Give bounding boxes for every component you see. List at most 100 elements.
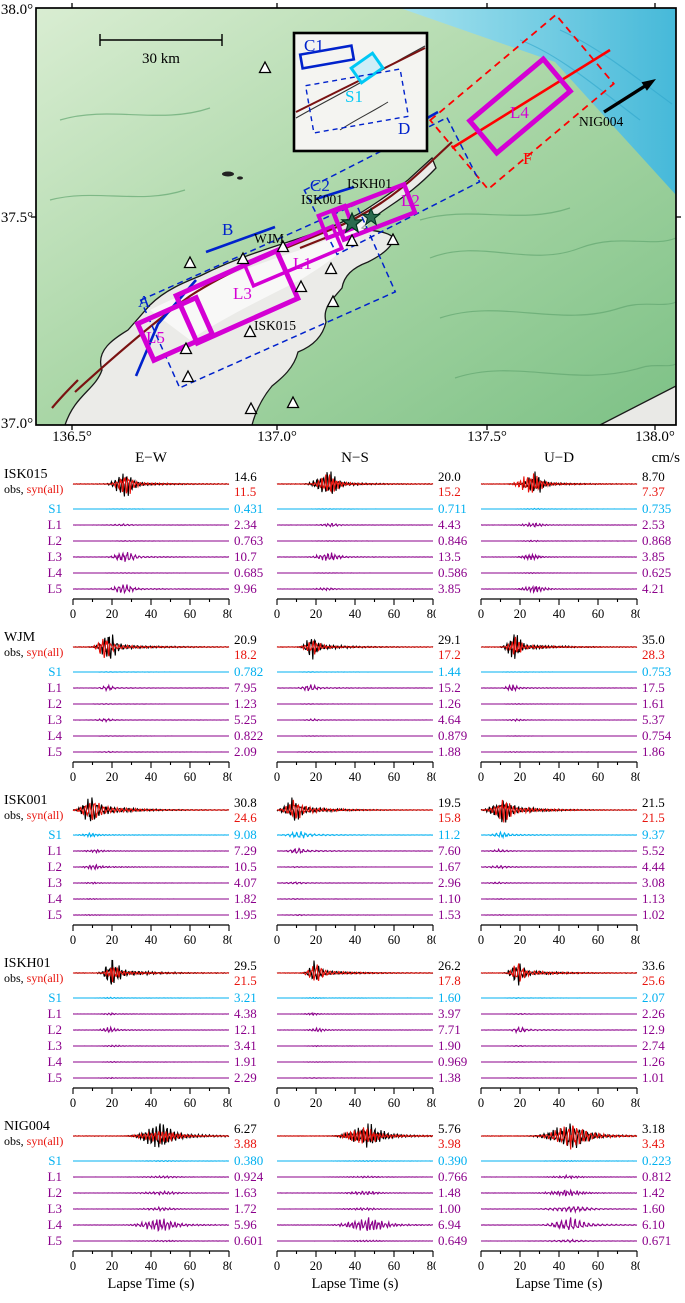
x-tick-label: 40	[553, 770, 566, 784]
row-label-l4: L4	[47, 565, 62, 580]
x-tick-label: 60	[592, 1096, 605, 1110]
map-station-ISK001: ISK001	[301, 192, 343, 207]
l1-amplitude: 15.2	[438, 680, 461, 695]
row-label-l2: L2	[47, 533, 62, 548]
s1-trace	[70, 664, 232, 680]
row-label-l3: L3	[47, 549, 62, 564]
l5-amplitude: 1.88	[438, 744, 461, 759]
l2-amplitude: 1.67	[438, 859, 461, 874]
l1-trace	[70, 1169, 232, 1185]
map-station-ISKH01: ISKH01	[347, 176, 392, 191]
l5-trace	[70, 907, 232, 923]
x-tick-label: 80	[631, 1259, 640, 1273]
syn-amplitude: 7.37	[642, 484, 665, 499]
obs-syn-trace	[478, 793, 640, 827]
x-tick-label: 40	[349, 933, 362, 947]
s1-trace	[478, 664, 640, 680]
station-block: WJM obs, syn(all) S1 L1 L2 L3 L4 L5 0 20 4…	[4, 630, 685, 784]
syn-amplitude: 24.6	[234, 810, 257, 825]
l5-amplitude: 2.09	[234, 744, 257, 759]
obs-amplitude: 33.6	[642, 958, 665, 973]
l1-trace	[70, 517, 232, 533]
l1-trace	[478, 1006, 640, 1022]
x-tick-label: 20	[310, 770, 323, 784]
scale-bar	[99, 34, 223, 46]
obs-syn-trace	[274, 1119, 436, 1153]
station-name: ISKH01	[4, 956, 51, 971]
l5-amplitude: 9.96	[234, 581, 257, 596]
l4-amplitude: 0.625	[642, 565, 672, 580]
l4-amplitude: 0.685	[234, 565, 264, 580]
l5-trace	[274, 1070, 436, 1086]
syn-amplitude: 3.88	[234, 1136, 257, 1151]
lon-tick-label: 137.5°	[467, 429, 507, 445]
obs-syn-trace	[70, 793, 232, 827]
row-label-l4: L4	[47, 891, 62, 906]
l5-amplitude: 1.86	[642, 744, 665, 759]
map-label-L4: L4	[510, 103, 529, 122]
time-axis: 0 20 40 60 80	[70, 1086, 232, 1110]
row-label-l5: L5	[47, 1070, 62, 1085]
row-label-l3: L3	[47, 875, 62, 890]
station-block: NIG004 obs, syn(all) S1 L1 L2 L3 L4 L5 0…	[4, 1119, 685, 1273]
time-axis: 0 20 40 60 80	[478, 923, 640, 947]
patch-small	[316, 203, 356, 241]
l4-trace	[478, 1054, 640, 1070]
s1-amplitude: 0.753	[642, 664, 672, 679]
row-label-l5: L5	[47, 1233, 62, 1248]
x-tick-label: 20	[514, 933, 527, 947]
s1-trace	[478, 501, 640, 517]
x-tick-label: 80	[223, 1259, 232, 1273]
l4-trace	[274, 891, 436, 907]
s1-trace	[70, 827, 232, 843]
l4-amplitude: 0.879	[438, 728, 468, 743]
l1-amplitude: 3.97	[438, 1006, 461, 1021]
l4-amplitude: 1.82	[234, 891, 257, 906]
obs-amplitude: 26.2	[438, 958, 461, 973]
l2-trace	[478, 533, 640, 549]
l1-amplitude: 7.60	[438, 843, 461, 858]
x-tick-label: 80	[427, 933, 436, 947]
l3-trace	[478, 712, 640, 728]
s1-amplitude: 1.44	[438, 664, 461, 679]
l1-amplitude: 7.29	[234, 843, 257, 858]
x-tick-label: 60	[388, 1259, 401, 1273]
x-tick-label: 40	[553, 1096, 566, 1110]
l5-amplitude: 0.671	[642, 1233, 672, 1248]
syn-amplitude: 15.2	[438, 484, 461, 499]
obs-syn-trace	[478, 467, 640, 501]
l3-trace	[478, 549, 640, 565]
x-tick-label: 0	[478, 770, 484, 784]
x-tick-label: 20	[310, 1096, 323, 1110]
l3-amplitude: 1.90	[438, 1038, 461, 1053]
map-label-A: A	[138, 292, 151, 311]
inset-fault-line	[295, 47, 426, 113]
obs-syn-trace	[70, 956, 232, 990]
s1-amplitude: 0.711	[438, 501, 467, 516]
x-tick-label: 20	[310, 933, 323, 947]
deep-sea-fill	[400, 8, 676, 195]
x-tick-label: 80	[427, 1259, 436, 1273]
x-tick-label: 0	[274, 933, 280, 947]
x-tick-label: 60	[592, 933, 605, 947]
s1-trace	[274, 990, 436, 1006]
waveform-area: E−W N−S U−D cm/s ISK015 obs, syn(all) S1…	[0, 445, 685, 1294]
x-tick-label: 0	[274, 1259, 280, 1273]
time-axis: 0 20 40 60 80	[274, 1249, 436, 1273]
l2-trace	[70, 1022, 232, 1038]
l5-trace	[70, 744, 232, 760]
row-label-s1: S1	[48, 1153, 62, 1168]
time-axis: 0 20 40 60 80	[70, 1249, 232, 1273]
l3-amplitude: 1.00	[438, 1201, 461, 1216]
patch-L2	[330, 181, 418, 243]
obs-amplitude: 5.76	[438, 1121, 461, 1136]
obs-syn-trace	[70, 630, 232, 664]
l2-trace	[274, 1185, 436, 1201]
l2-trace	[478, 696, 640, 712]
x-tick-label: 20	[514, 1096, 527, 1110]
l5-amplitude: 1.38	[438, 1070, 461, 1085]
l5-trace	[478, 907, 640, 923]
island	[237, 176, 243, 180]
row-label-l5: L5	[47, 744, 62, 759]
l2-trace	[70, 696, 232, 712]
